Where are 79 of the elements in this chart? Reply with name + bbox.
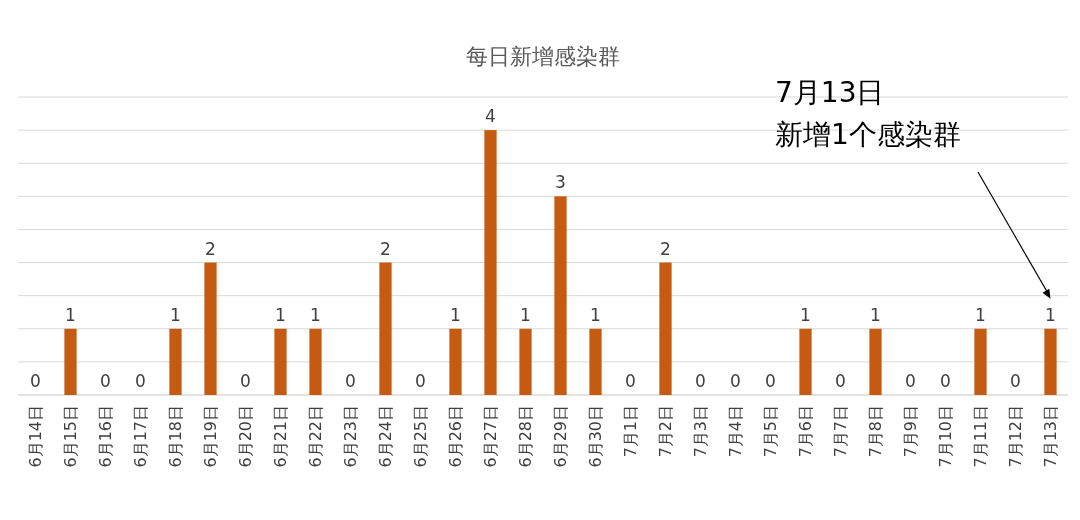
- data-label: 2: [205, 238, 216, 259]
- x-tick-label: 6月19日: [201, 405, 220, 468]
- x-tick-label: 6月15日: [61, 405, 80, 468]
- bar: [799, 328, 812, 395]
- data-label: 0: [730, 371, 741, 391]
- x-tick-label: 6月29日: [551, 405, 570, 468]
- x-tick-label: 7月1日: [621, 405, 640, 458]
- x-tick-label: 7月3日: [691, 405, 710, 458]
- x-tick-label: 7月6日: [796, 405, 815, 458]
- x-tick-label: 7月10日: [936, 405, 955, 468]
- x-tick-label: 7月7日: [831, 405, 850, 458]
- x-tick-label: 6月21日: [271, 405, 290, 468]
- bar: [659, 262, 672, 395]
- bar: [274, 328, 287, 395]
- x-tick-label: 7月2日: [656, 405, 675, 458]
- x-tick-label: 6月30日: [586, 405, 605, 468]
- x-tick-label: 7月4日: [726, 405, 745, 458]
- data-label: 1: [1045, 304, 1056, 325]
- bar: [309, 328, 322, 395]
- x-tick-label: 6月17日: [131, 405, 150, 468]
- data-label: 0: [240, 371, 251, 391]
- data-label: 0: [905, 371, 916, 391]
- bar: [379, 262, 392, 395]
- data-label: 0: [695, 371, 706, 391]
- x-tick-label: 6月25日: [411, 405, 430, 468]
- data-label: 1: [800, 304, 811, 325]
- data-label: 0: [765, 371, 776, 391]
- x-tick-label: 6月18日: [166, 405, 185, 468]
- x-tick-label: 6月26日: [446, 405, 465, 468]
- data-label: 1: [590, 304, 601, 325]
- x-tick-label: 7月13日: [1041, 405, 1060, 468]
- data-label: 0: [30, 371, 41, 391]
- x-tick-label: 7月11日: [971, 405, 990, 468]
- bar: [554, 196, 567, 395]
- data-label: 0: [1010, 371, 1021, 391]
- x-tick-label: 6月23日: [341, 405, 360, 468]
- data-label: 3: [555, 172, 566, 193]
- bar: [64, 328, 77, 395]
- x-tick-label: 7月5日: [761, 405, 780, 458]
- x-tick-label: 7月8日: [866, 405, 885, 458]
- data-label: 0: [940, 371, 951, 391]
- data-label: 1: [310, 304, 321, 325]
- data-label: 0: [625, 371, 636, 391]
- bar: [484, 130, 497, 395]
- data-label: 0: [135, 371, 146, 391]
- x-tick-label: 6月16日: [96, 405, 115, 468]
- x-tick-label: 6月28日: [516, 405, 535, 468]
- data-label: 0: [835, 371, 846, 391]
- x-tick-label: 6月24日: [376, 405, 395, 468]
- x-tick-label: 6月20日: [236, 405, 255, 468]
- data-label: 0: [345, 371, 356, 391]
- bar: [519, 328, 532, 395]
- bar: [449, 328, 462, 395]
- x-tick-label: 7月12日: [1006, 405, 1025, 468]
- x-tick-label: 6月22日: [306, 405, 325, 468]
- data-label: 0: [415, 371, 426, 391]
- chart-title: 每日新增感染群: [466, 44, 620, 69]
- bar: [204, 262, 217, 395]
- bar: [169, 328, 182, 395]
- data-label: 1: [975, 304, 986, 325]
- data-label: 1: [170, 304, 181, 325]
- data-label: 1: [870, 304, 881, 325]
- annotation: 新增1个感染群: [775, 118, 961, 151]
- data-label: 1: [450, 304, 461, 325]
- data-label: 1: [520, 304, 531, 325]
- bar: [974, 328, 987, 395]
- bar: [1044, 328, 1057, 395]
- x-tick-label: 6月14日: [26, 405, 45, 468]
- data-label: 1: [275, 304, 286, 325]
- data-label: 1: [65, 304, 76, 325]
- data-label: 2: [380, 238, 391, 259]
- x-tick-label: 6月27日: [481, 405, 500, 468]
- x-tick-label: 7月9日: [901, 405, 920, 458]
- data-label: 2: [660, 238, 671, 259]
- bar: [589, 328, 602, 395]
- bar: [869, 328, 882, 395]
- annotation: 7月13日: [775, 76, 885, 109]
- data-label: 0: [100, 371, 111, 391]
- data-label: 4: [485, 106, 496, 127]
